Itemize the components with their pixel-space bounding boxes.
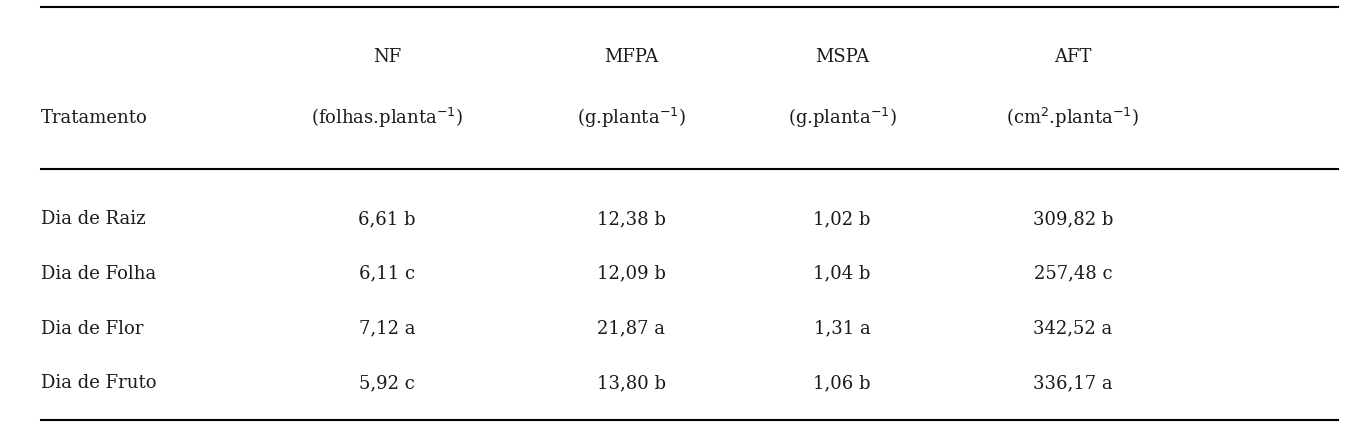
- Text: (folhas.planta$^{-1}$): (folhas.planta$^{-1}$): [311, 106, 463, 131]
- Text: MFPA: MFPA: [604, 48, 659, 66]
- Text: Dia de Raiz: Dia de Raiz: [41, 210, 145, 228]
- Text: NF: NF: [373, 48, 401, 66]
- Text: 12,38 b: 12,38 b: [598, 210, 665, 228]
- Text: 1,04 b: 1,04 b: [813, 265, 870, 283]
- Text: 342,52 a: 342,52 a: [1033, 319, 1112, 338]
- Text: 257,48 c: 257,48 c: [1033, 265, 1112, 283]
- Text: 1,31 a: 1,31 a: [813, 319, 870, 338]
- Text: 1,06 b: 1,06 b: [813, 374, 870, 392]
- Text: (cm$^{2}$.planta$^{-1}$): (cm$^{2}$.planta$^{-1}$): [1006, 106, 1139, 131]
- Text: 6,11 c: 6,11 c: [359, 265, 416, 283]
- Text: 336,17 a: 336,17 a: [1033, 374, 1112, 392]
- Text: (g.planta$^{-1}$): (g.planta$^{-1}$): [577, 106, 686, 131]
- Text: 309,82 b: 309,82 b: [1032, 210, 1114, 228]
- Text: 7,12 a: 7,12 a: [359, 319, 416, 338]
- Text: Tratamento: Tratamento: [41, 109, 148, 127]
- Text: MSPA: MSPA: [815, 48, 869, 66]
- Text: 5,92 c: 5,92 c: [359, 374, 416, 392]
- Text: AFT: AFT: [1054, 48, 1092, 66]
- Text: 21,87 a: 21,87 a: [598, 319, 665, 338]
- Text: 12,09 b: 12,09 b: [598, 265, 665, 283]
- Text: 13,80 b: 13,80 b: [598, 374, 665, 392]
- Text: 6,61 b: 6,61 b: [359, 210, 416, 228]
- Text: 1,02 b: 1,02 b: [813, 210, 870, 228]
- Text: Dia de Folha: Dia de Folha: [41, 265, 156, 283]
- Text: Dia de Flor: Dia de Flor: [41, 319, 143, 338]
- Text: Dia de Fruto: Dia de Fruto: [41, 374, 156, 392]
- Text: (g.planta$^{-1}$): (g.planta$^{-1}$): [788, 106, 896, 131]
